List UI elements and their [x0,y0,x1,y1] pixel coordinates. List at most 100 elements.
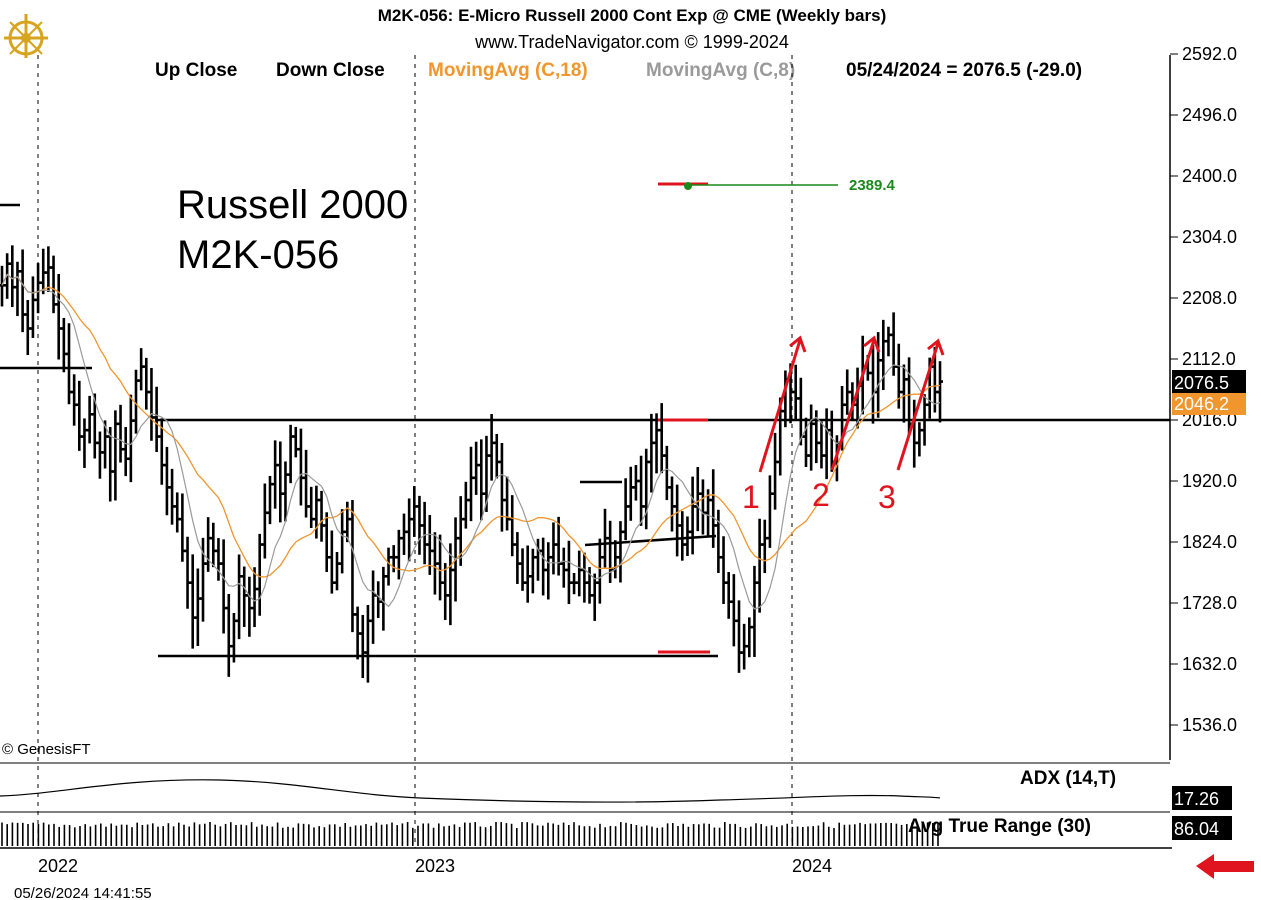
price-bar [674,484,681,557]
atr-histogram [1,822,939,846]
price-bar [885,326,892,357]
legend-ma18: MovingAvg (C,18) [428,60,588,81]
price-bar [416,495,423,555]
price-bar [478,439,485,521]
price-bar [766,475,773,548]
price-bar [251,567,258,628]
price-bar [385,547,392,586]
price-bar [277,441,284,523]
price-bar [138,348,145,391]
price-bar [648,413,655,493]
ma8-line [1,273,941,610]
price-bar [220,539,227,634]
price-bar [679,511,686,561]
scroll-right-arrow-icon[interactable] [1196,854,1254,879]
price-bar [246,576,253,637]
price-bar [194,568,201,647]
price-bar [14,261,21,317]
red-level-marks [658,182,710,654]
price-bar [81,418,88,468]
price-bar [694,467,701,532]
price-bar [509,495,516,557]
price-bar [225,594,232,677]
price-bar [462,481,469,529]
target-marker [684,182,838,190]
price-bar [117,404,124,463]
wave-label-3: 3 [878,479,896,515]
price-bar [292,426,299,458]
target-value-label: 2389.4 [849,177,896,194]
price-bar [602,508,608,568]
price-bar [442,563,449,620]
price-bar [571,572,578,595]
price-bar [730,574,737,647]
last-price-box: 2076.5 [1172,370,1246,395]
price-bar [653,413,660,474]
svg-text:17.26: 17.26 [1174,789,1219,809]
price-bar [241,566,248,627]
price-bar [60,317,67,373]
price-bar [761,519,768,574]
price-bar [370,570,377,644]
price-bar [308,486,315,529]
price-bar [725,572,732,619]
price-bar [24,300,31,355]
price-bar [401,513,407,555]
price-bar [519,548,526,591]
price-bar [406,498,413,562]
price-bar [658,403,665,474]
price-bar [50,255,57,314]
y-tick-label: 1632.0 [1182,654,1237,674]
year-gridlines [37,55,793,848]
price-bar [349,499,356,633]
price-bar [205,517,212,572]
copyright-genesisft: © GenesisFT [2,741,91,758]
price-bar [663,445,670,501]
svg-text:86.04: 86.04 [1174,819,1219,839]
wave-2-arrow [830,339,876,471]
atr-value-box: 86.04 [1172,816,1232,840]
price-bar [622,478,629,541]
y-tick-label: 2208.0 [1182,288,1237,308]
price-bar [421,501,428,565]
price-bar [772,432,779,510]
price-bar [473,441,480,495]
price-bar [900,364,907,423]
price-bar [297,428,304,506]
price-bar [35,263,42,314]
price-bar [318,490,325,542]
source-credit: www.TradeNavigator.com © 1999-2024 [474,32,789,52]
ma18-price-box: 2046.2 [1172,393,1246,415]
price-bar [720,536,727,604]
price-bar [76,380,83,451]
price-bar [638,455,645,526]
price-bar [71,374,78,426]
timestamp: 05/26/2024 14:41:55 [14,885,152,900]
price-bar [339,509,346,574]
adx-label: ADX (14,T) [1020,768,1116,789]
legend-up-close: Up Close [155,60,237,81]
price-bar [751,565,758,658]
wave-3-arrow [896,342,940,471]
price-bar [236,554,243,640]
price-bar [189,554,196,649]
price-bar [107,426,114,502]
price-bar [756,518,763,613]
legend-ma8: MovingAvg (C,8) [646,60,795,81]
price-bar [514,532,521,584]
price-bar [916,422,923,457]
price-bar [699,479,706,535]
ma18-line [1,273,941,578]
price-bar [148,367,155,441]
chart-annotation-title-2: M2K-056 [177,233,339,277]
price-bar [627,466,634,521]
svg-text:2076.5: 2076.5 [1174,373,1229,393]
price-bar [741,623,748,670]
price-bar [328,530,335,594]
price-bar [45,246,52,292]
y-tick-label: 2496.0 [1182,105,1237,125]
price-bar [818,421,825,469]
price-bar [591,573,598,621]
price-bar [596,538,603,604]
price-bar [323,512,330,573]
